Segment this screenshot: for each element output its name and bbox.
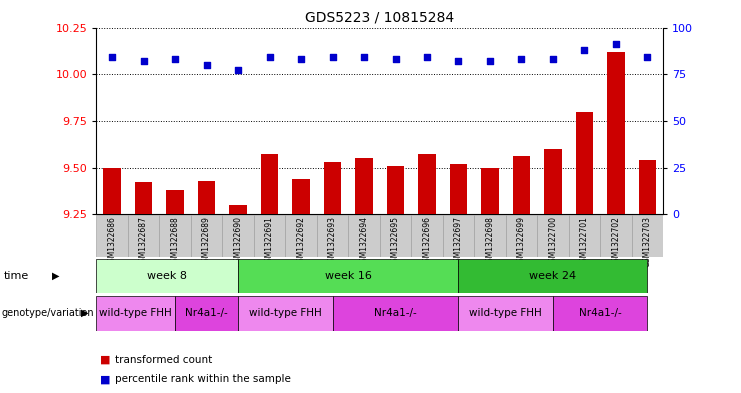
Text: GSM1322695: GSM1322695: [391, 216, 400, 267]
Point: [295, 56, 307, 62]
Bar: [537, 215, 569, 257]
Bar: [333, 296, 459, 331]
Text: GSM1322693: GSM1322693: [328, 216, 337, 267]
Text: GSM1322696: GSM1322696: [422, 216, 431, 267]
Text: Nr4a1-/-: Nr4a1-/-: [374, 308, 417, 318]
Text: Nr4a1-/-: Nr4a1-/-: [185, 308, 228, 318]
Point: [547, 56, 559, 62]
Point: [232, 67, 244, 73]
Bar: [387, 165, 404, 214]
Text: ■: ■: [100, 374, 114, 384]
Bar: [482, 167, 499, 214]
Text: week 24: week 24: [529, 271, 576, 281]
Text: week 8: week 8: [147, 271, 187, 281]
Text: Nr4a1-/-: Nr4a1-/-: [579, 308, 622, 318]
Bar: [127, 215, 159, 257]
Bar: [459, 259, 648, 293]
Point: [579, 47, 591, 53]
Point: [106, 54, 118, 61]
Text: GSM1322691: GSM1322691: [265, 216, 274, 267]
Text: GSM1322692: GSM1322692: [296, 216, 305, 267]
Point: [484, 58, 496, 64]
Bar: [419, 154, 436, 214]
Bar: [631, 215, 663, 257]
Bar: [238, 259, 459, 293]
Text: GSM1322697: GSM1322697: [454, 216, 463, 267]
Bar: [293, 179, 310, 214]
Bar: [443, 215, 474, 257]
Point: [358, 54, 370, 61]
Text: GSM1322701: GSM1322701: [580, 216, 589, 267]
Text: GSM1322686: GSM1322686: [107, 216, 116, 267]
Bar: [96, 215, 127, 257]
Bar: [569, 215, 600, 257]
Text: transformed count: transformed count: [115, 354, 212, 365]
Bar: [553, 296, 648, 331]
Bar: [191, 215, 222, 257]
Point: [453, 58, 465, 64]
Text: percentile rank within the sample: percentile rank within the sample: [115, 374, 290, 384]
Bar: [175, 296, 238, 331]
Text: wild-type FHH: wild-type FHH: [249, 308, 322, 318]
Bar: [324, 162, 341, 214]
Bar: [167, 190, 184, 214]
Bar: [96, 259, 238, 293]
Text: GSM1322698: GSM1322698: [485, 216, 494, 267]
Bar: [450, 164, 467, 214]
Bar: [459, 296, 553, 331]
Point: [516, 56, 528, 62]
Text: GSM1322703: GSM1322703: [643, 216, 652, 267]
Bar: [379, 215, 411, 257]
Text: ▶: ▶: [82, 308, 89, 318]
Point: [138, 58, 150, 64]
Text: GSM1322687: GSM1322687: [139, 216, 148, 267]
Bar: [159, 215, 191, 257]
Bar: [505, 215, 537, 257]
Bar: [198, 180, 215, 214]
Bar: [135, 182, 152, 214]
Text: ■: ■: [100, 354, 114, 365]
Text: genotype/variation: genotype/variation: [1, 308, 94, 318]
Text: GSM1322702: GSM1322702: [611, 216, 620, 267]
Bar: [238, 296, 333, 331]
Bar: [513, 156, 530, 214]
Bar: [104, 167, 121, 214]
Bar: [96, 296, 175, 331]
Text: GSM1322699: GSM1322699: [517, 216, 526, 267]
Text: GSM1322694: GSM1322694: [359, 216, 368, 267]
Bar: [608, 52, 625, 214]
Text: wild-type FHH: wild-type FHH: [99, 308, 172, 318]
Bar: [474, 215, 505, 257]
Text: week 16: week 16: [325, 271, 372, 281]
Point: [169, 56, 181, 62]
Text: wild-type FHH: wild-type FHH: [469, 308, 542, 318]
Bar: [600, 215, 631, 257]
Bar: [261, 154, 278, 214]
Point: [201, 62, 213, 68]
Bar: [253, 215, 285, 257]
Bar: [285, 215, 317, 257]
Text: GSM1322690: GSM1322690: [233, 216, 242, 267]
Bar: [545, 149, 562, 214]
Text: GSM1322700: GSM1322700: [548, 216, 557, 267]
Bar: [222, 215, 253, 257]
Bar: [316, 215, 348, 257]
Bar: [230, 205, 247, 214]
Text: ▶: ▶: [52, 271, 59, 281]
Text: GSM1322688: GSM1322688: [170, 216, 179, 267]
Bar: [356, 158, 373, 214]
Point: [264, 54, 276, 61]
Point: [327, 54, 339, 61]
Point: [610, 41, 622, 48]
Point: [642, 54, 654, 61]
Bar: [411, 215, 443, 257]
Bar: [348, 215, 379, 257]
Title: GDS5223 / 10815284: GDS5223 / 10815284: [305, 11, 454, 25]
Bar: [576, 112, 593, 214]
Point: [390, 56, 402, 62]
Bar: [639, 160, 656, 214]
Text: time: time: [4, 271, 29, 281]
Point: [421, 54, 433, 61]
Text: GSM1322689: GSM1322689: [202, 216, 211, 267]
